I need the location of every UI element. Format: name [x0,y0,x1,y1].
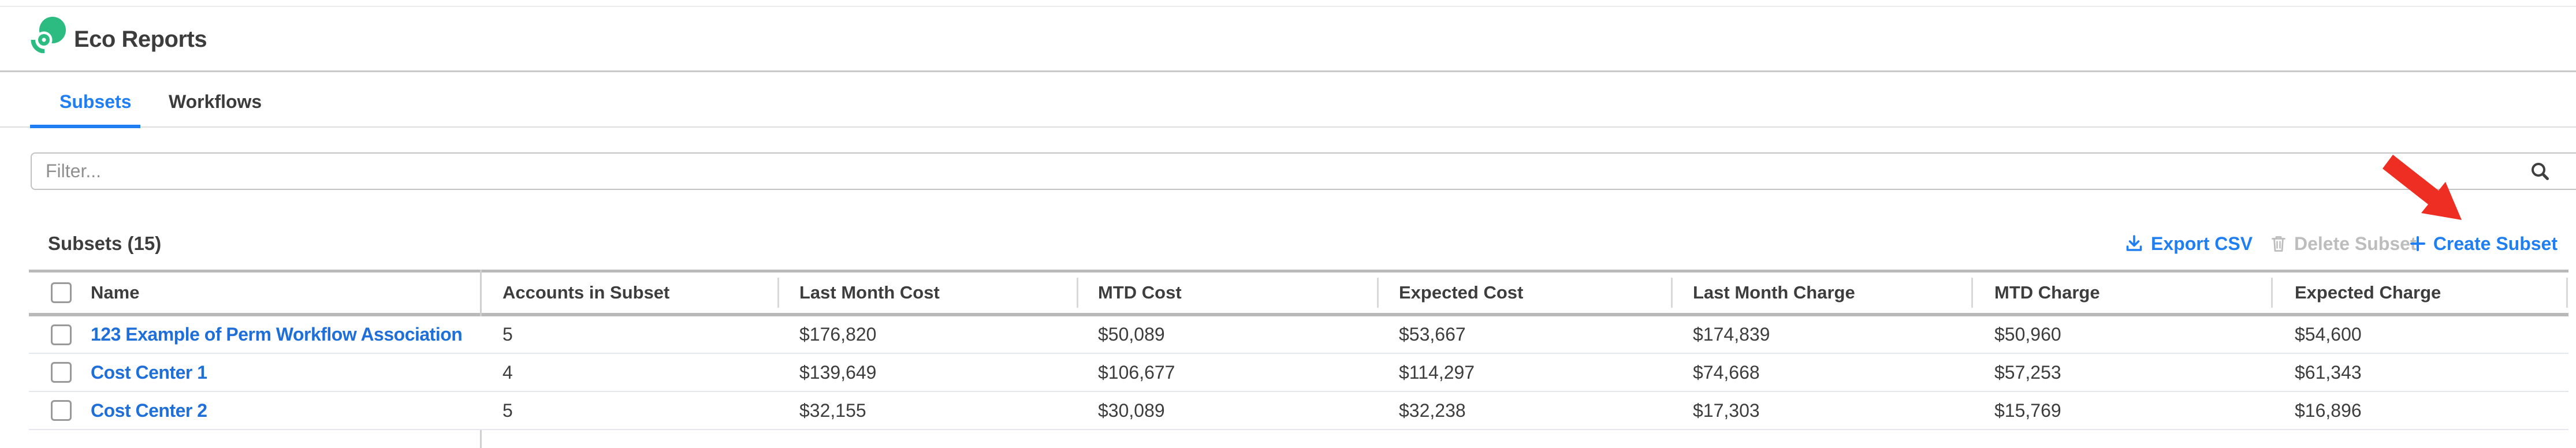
header-bottom-divider [0,70,2576,72]
last-month-charge-value: $17,303 [1693,400,1760,421]
column-header-name: Name [91,282,140,303]
expected-cost-value: $53,667 [1399,324,1466,345]
subset-name-link[interactable]: Cost Center 1 [91,361,207,383]
column-header-mtd-charge: MTD Charge [1994,282,2100,303]
tab-workflows[interactable]: Workflows [169,91,262,112]
mtd-charge-value: $50,960 [1994,324,2061,345]
last-month-charge-value: $174,839 [1693,324,1770,345]
subset-name-link[interactable]: Cost Center 2 [91,400,207,421]
column-divider [1971,278,1973,308]
expected-charge-value: $54,600 [2295,324,2362,345]
trash-icon [2272,236,2285,252]
active-tab-underline [30,125,140,128]
accounts-in-subset-value: 4 [502,361,513,383]
row-checkbox[interactable] [51,400,72,421]
mtd-cost-value: $50,089 [1098,324,1165,345]
table-header: Name Accounts in Subset Last Month Cost … [29,270,2568,316]
export-csv-button[interactable]: Export CSV [2124,230,2253,257]
download-icon [2126,235,2142,251]
row-checkbox[interactable] [51,362,72,383]
expected-charge-value: $16,896 [2295,400,2362,421]
column-divider [777,278,779,308]
column-header-last-month-cost: Last Month Cost [799,282,940,303]
last-month-cost-value: $32,155 [799,400,866,421]
accounts-in-subset-value: 5 [502,324,513,345]
column-header-mtd-cost: MTD Cost [1098,282,1182,303]
column-divider [1077,278,1078,308]
table-row: Cost Center 1 4 $139,649 $106,677 $114,2… [29,354,2568,392]
tab-subsets[interactable]: Subsets [59,91,132,112]
delete-subset-button[interactable]: Delete Subset [2270,230,2417,257]
last-month-charge-value: $74,668 [1693,361,1760,383]
create-subset-button[interactable]: Create Subset [2409,230,2558,257]
accounts-in-subset-value: 5 [502,400,513,421]
top-divider [0,6,2576,7]
table-row: Cost Center 2 5 $32,155 $30,089 $32,238 … [29,392,2568,430]
subset-name-link[interactable]: 123 Example of Perm Workflow Association [91,324,463,345]
page-title: Eco Reports [74,27,207,52]
expected-charge-value: $61,343 [2295,361,2362,383]
create-subset-label: Create Subset [2433,233,2558,254]
column-divider [2566,278,2568,308]
column-divider [1377,278,1379,308]
expected-cost-value: $114,297 [1399,361,1475,383]
row-checkbox[interactable] [51,324,72,345]
search-icon [2532,163,2549,180]
tab-bar-baseline [0,126,2576,128]
mtd-charge-value: $57,253 [1994,361,2061,383]
column-header-accounts-in-subset: Accounts in Subset [502,282,670,303]
column-header-expected-charge: Expected Charge [2295,282,2441,303]
expected-cost-value: $32,238 [1399,400,1466,421]
column-divider [1671,278,1673,308]
last-month-cost-value: $176,820 [799,324,877,345]
filter-input[interactable] [31,152,2576,190]
select-all-checkbox[interactable] [51,282,72,303]
column-header-expected-cost: Expected Cost [1399,282,1524,303]
subsets-count-heading: Subsets (15) [48,233,162,254]
plus-icon [2410,236,2425,251]
column-divider [2271,278,2273,308]
delete-subset-label: Delete Subset [2294,233,2417,254]
table-row: 123 Example of Perm Workflow Association… [29,316,2568,354]
mtd-charge-value: $15,769 [1994,400,2061,421]
last-month-cost-value: $139,649 [799,361,877,383]
mtd-cost-value: $30,089 [1098,400,1165,421]
mtd-cost-value: $106,677 [1098,361,1175,383]
eco-logo-icon [31,17,66,53]
column-header-last-month-charge: Last Month Charge [1693,282,1855,303]
export-csv-label: Export CSV [2151,233,2253,254]
